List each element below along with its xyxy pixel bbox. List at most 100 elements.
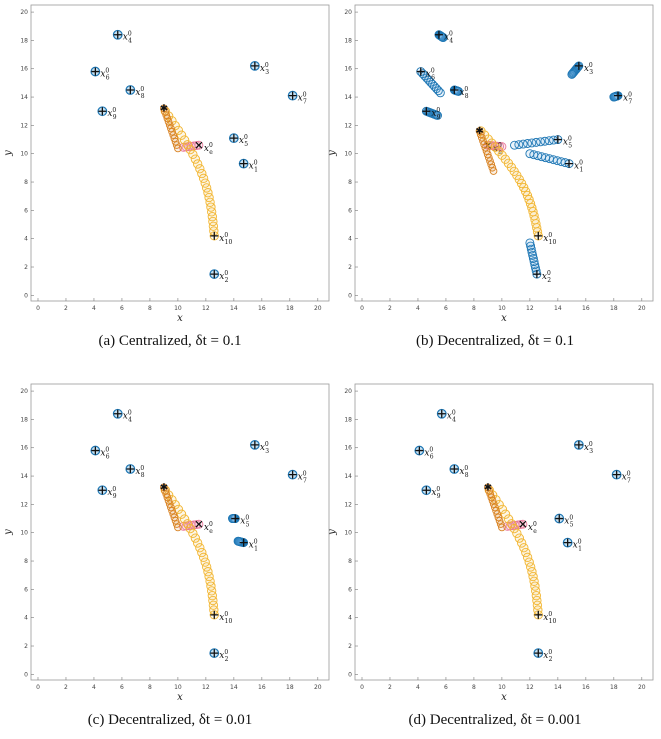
pursuer-label-9: x0 9 — [431, 107, 440, 121]
pursuer-start-marker — [574, 61, 583, 70]
pursuer-label-7: x0 7 — [298, 471, 307, 485]
evader-label: x0 e — [493, 142, 502, 156]
pursuer-start-marker — [210, 270, 219, 279]
pursuer-label-1: x0 1 — [249, 160, 258, 174]
y-tick-label: 16 — [344, 66, 352, 73]
x-tick-label: 2 — [64, 684, 68, 691]
x-tick-label: 2 — [388, 684, 392, 691]
pursuer-start-marker — [450, 464, 459, 473]
y-axis-label: y — [3, 150, 14, 157]
pursuer-label-7: x0 7 — [622, 471, 631, 485]
x-tick-label: 4 — [92, 684, 96, 691]
long-pursuer-circle-21 — [176, 509, 187, 519]
x-tick-label: 10 — [174, 305, 182, 312]
y-axis-label: y — [327, 150, 338, 157]
long-pursuer-circle-19 — [182, 140, 193, 150]
pursuer-overlay-circle-12 — [174, 144, 182, 153]
y-tick-label: 6 — [24, 586, 28, 593]
y-tick-label: 10 — [20, 530, 28, 537]
y-tick-label: 6 — [24, 207, 28, 214]
pursuer-circle-10 — [510, 140, 519, 150]
long-pursuer-circle-19 — [182, 519, 193, 529]
long-pursuer-circle-15 — [193, 159, 203, 169]
pursuer-label-5: x0 5 — [564, 515, 573, 529]
panel-c: 0 0 2 2 4 4 6 6 8 8 10 10 12 12 14 14 16 16 18 18 20 20 x y x0 e x… — [3, 383, 330, 703]
x-tick-label: 20 — [638, 305, 646, 312]
plot-frame — [30, 383, 330, 681]
y-tick-label: 6 — [348, 586, 352, 593]
caption-c: (c) Decentralized, δt = 0.01 — [87, 712, 253, 728]
y-tick-label: 6 — [348, 207, 352, 214]
pursuer-label-4: x0 4 — [123, 410, 132, 424]
x-tick-label: 18 — [610, 305, 618, 312]
y-tick-label: 18 — [344, 37, 352, 44]
pursuer-label-8: x0 8 — [135, 465, 144, 479]
y-tick-label: 10 — [344, 530, 352, 537]
panel-d: 0 0 2 2 4 4 6 6 8 8 10 10 12 12 14 14 16 16 18 18 20 20 x y x0 e x… — [327, 383, 654, 703]
long-pursuer-circle-3 — [532, 595, 542, 606]
pursuer-label-9: x0 9 — [431, 486, 440, 500]
long-pursuer-circle-22 — [173, 504, 184, 515]
long-pursuer-circle-20 — [179, 514, 190, 524]
caption-a: (a) Centralized, δt = 0.1 — [98, 333, 242, 349]
pursuer-circle-10 — [433, 111, 442, 120]
long-pursuer-circle-13 — [521, 547, 531, 558]
pursuer-label-10: x0 10 — [543, 232, 556, 246]
evader-start-marker — [195, 141, 203, 149]
long-pursuer-circle-13 — [197, 168, 207, 179]
pursuer-start-marker — [210, 231, 219, 240]
x-tick-label: 6 — [444, 684, 448, 691]
pursuer-label-4: x0 4 — [444, 31, 453, 45]
x-tick-label: 12 — [526, 684, 534, 691]
y-tick-label: 20 — [20, 9, 28, 16]
pursuer-label-5: x0 5 — [239, 134, 248, 148]
x-axis-label: x — [501, 313, 507, 324]
pursuer-start-marker — [239, 538, 248, 547]
pursuer-label-1: x0 1 — [574, 160, 583, 174]
x-tick-label: 4 — [92, 305, 96, 312]
long-pursuer-circle-16 — [514, 533, 525, 543]
x-tick-label: 16 — [258, 305, 266, 312]
long-pursuer-circle-20 — [503, 514, 514, 524]
long-pursuer-circle-22 — [173, 125, 184, 136]
pursuer-label-9: x0 9 — [107, 486, 116, 500]
plot-frame — [354, 383, 654, 681]
pursuer-start-marker — [126, 85, 135, 94]
pursuer-label-3: x0 3 — [584, 441, 593, 455]
x-axis-label: x — [501, 692, 507, 703]
y-tick-label: 14 — [20, 473, 28, 480]
pursuer-start-marker — [288, 91, 297, 100]
pursuer-label-9: x0 9 — [107, 107, 116, 121]
y-tick-label: 14 — [344, 473, 352, 480]
y-tick-label: 16 — [20, 445, 28, 452]
x-tick-label: 8 — [148, 305, 152, 312]
x-tick-label: 16 — [582, 684, 590, 691]
pursuer-start-marker — [250, 61, 259, 70]
pursuer-label-3: x0 3 — [260, 62, 269, 76]
long-pursuer-circle-21 — [176, 130, 187, 140]
long-pursuer-circle-14 — [519, 543, 529, 553]
pursuer-circle-10 — [525, 238, 535, 248]
y-tick-label: 0 — [24, 292, 28, 299]
long-pursuer-circle-16 — [190, 154, 201, 164]
x-tick-label: 18 — [286, 305, 294, 312]
long-pursuer-circle-5 — [207, 207, 217, 217]
x-tick-label: 2 — [388, 305, 392, 312]
long-pursuer-circle-15 — [517, 538, 527, 548]
pursuer-start-marker — [126, 464, 135, 473]
y-tick-label: 16 — [20, 66, 28, 73]
x-tick-label: 0 — [36, 305, 40, 312]
y-tick-label: 0 — [24, 671, 28, 678]
y-tick-label: 2 — [24, 264, 28, 271]
x-tick-label: 16 — [258, 684, 266, 691]
pursuer-label-1: x0 1 — [249, 539, 258, 553]
long-pursuer-circle-4 — [207, 591, 217, 601]
long-pursuer-circle-5 — [531, 586, 541, 596]
pursuer-label-3: x0 3 — [584, 62, 593, 76]
y-tick-label: 18 — [344, 416, 352, 423]
pursuer-start-marker — [239, 159, 248, 168]
pursuer-start-marker — [450, 85, 459, 94]
y-tick-label: 12 — [344, 501, 352, 508]
pursuer-label-6: x0 6 — [424, 447, 433, 461]
long-pursuer-circle-5 — [207, 586, 217, 596]
